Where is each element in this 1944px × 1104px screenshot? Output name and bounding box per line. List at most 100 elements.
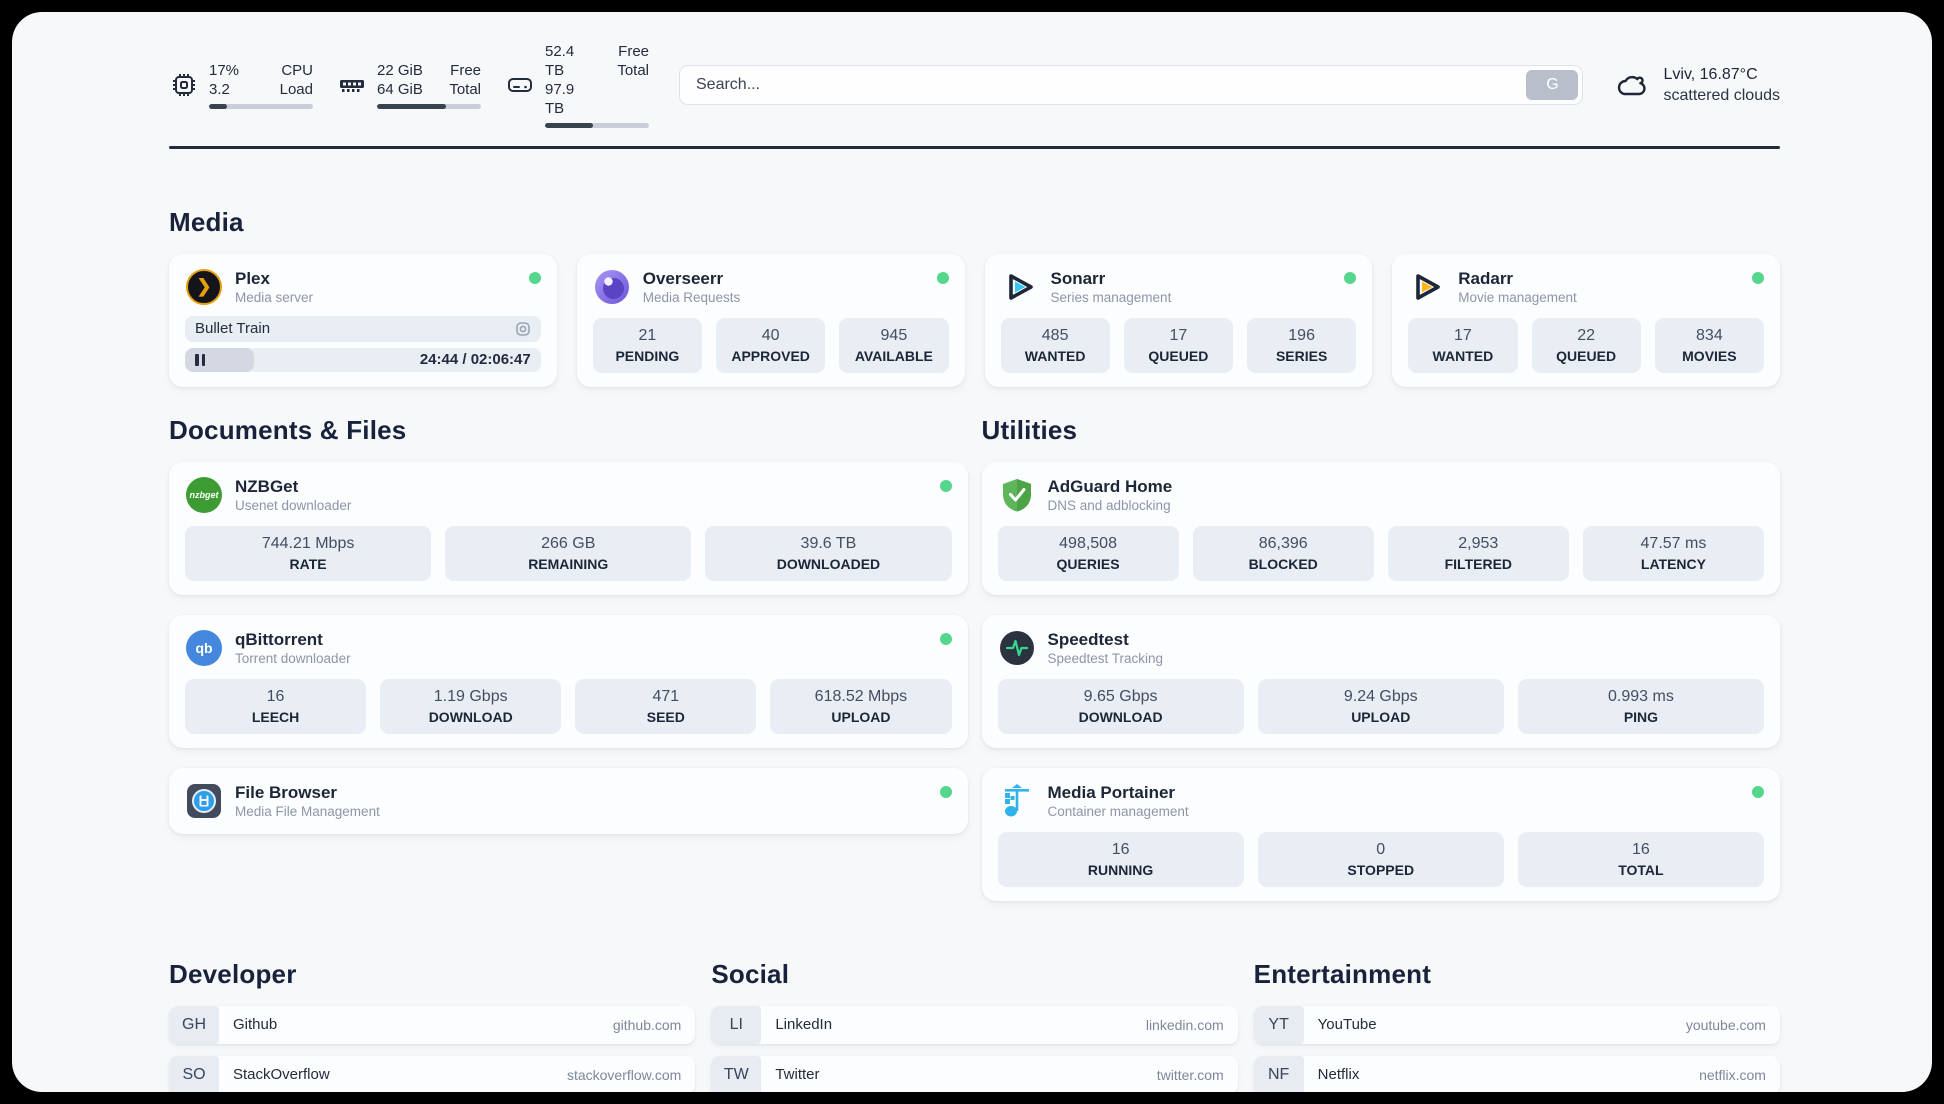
link-row-github[interactable]: GH Github github.com (169, 1005, 696, 1044)
app-subtitle: Series management (1050, 289, 1172, 305)
link-abbr: LI (711, 1005, 762, 1044)
ram-free-label: Free (450, 62, 481, 79)
app-subtitle: Speedtest Tracking (1047, 650, 1164, 666)
app-subtitle: Usenet downloader (235, 497, 352, 513)
portainer-icon (998, 782, 1036, 820)
section-social: Social LI LinkedIn linkedin.com TW Twitt… (711, 959, 1238, 1092)
speedtest-icon (998, 629, 1036, 667)
section-documents: Documents & Files nzbget NZBGet Usenet d… (169, 415, 968, 921)
link-url: youtube.com (1685, 1016, 1766, 1033)
radarr-icon (1408, 268, 1446, 306)
link-row-linkedin[interactable]: LI LinkedIn linkedin.com (711, 1005, 1238, 1044)
app-name: Radarr (1458, 268, 1514, 288)
search-bar: G (679, 65, 1584, 105)
status-online-dot (1752, 785, 1764, 798)
stat-box: 485 WANTED (1000, 317, 1110, 373)
filebrowser-app-link[interactable]: File Browser Media File Management (185, 782, 952, 820)
stat-box: 945 AVAILABLE (839, 317, 949, 373)
link-name: Github (233, 1016, 278, 1033)
now-playing-row: Bullet Train (185, 315, 541, 342)
sonarr-icon (1001, 268, 1039, 306)
weather-widget: Lviv, 16.87°C scattered clouds (1613, 64, 1780, 106)
disk-total-value: 97.9 TB (545, 81, 575, 117)
sonarr-card: Sonarr Series management 485 WANTED 17 Q… (984, 253, 1373, 387)
radarr-card: Radarr Movie management 17 WANTED 22 QUE… (1392, 253, 1780, 387)
link-abbr: GH (169, 1005, 219, 1044)
cloud-icon (1613, 68, 1651, 102)
plex-icon: ❯ (185, 268, 223, 306)
playback-time: 24:44 / 02:06:47 (419, 351, 531, 368)
stat-box: 16 TOTAL (1517, 831, 1765, 887)
link-url: linkedin.com (1145, 1016, 1224, 1033)
link-name: Netflix (1317, 1066, 1360, 1083)
link-name: YouTube (1317, 1016, 1377, 1033)
adguard-app-link[interactable]: AdGuard Home DNS and adblocking (998, 476, 1765, 514)
app-subtitle: Torrent downloader (235, 650, 351, 666)
adguard-icon (998, 476, 1036, 514)
plex-app-link[interactable]: ❯ Plex Media server (185, 268, 541, 306)
link-row-stackoverflow[interactable]: SO StackOverflow stackoverflow.com (169, 1055, 696, 1092)
media-section-title: Media (169, 206, 244, 237)
header-bar: 17% 3.2 CPU Load (169, 42, 1780, 128)
stat-box: 17 WANTED (1408, 317, 1518, 373)
stat-box: 9.65 Gbps DOWNLOAD (997, 678, 1244, 734)
overseerr-card: Overseerr Media Requests 21 PENDING 40 A… (576, 253, 965, 387)
link-row-youtube[interactable]: YT YouTube youtube.com (1253, 1005, 1780, 1044)
app-name: NZBGet (235, 476, 299, 496)
nzbget-card: nzbget NZBGet Usenet downloader 744.21 M… (169, 461, 968, 595)
overseerr-app-link[interactable]: Overseerr Media Requests (593, 268, 949, 306)
documents-section-title: Documents & Files (169, 414, 407, 445)
disk-icon (505, 70, 535, 100)
search-input[interactable] (679, 65, 1584, 105)
cpu-load-label: Load (279, 81, 313, 98)
stat-box: 471 SEED (575, 678, 757, 734)
stat-box: 22 QUEUED (1531, 317, 1641, 373)
app-subtitle: Media Requests (642, 289, 741, 305)
cpu-progress-bar (209, 104, 313, 109)
app-name: Speedtest (1047, 629, 1129, 649)
link-name: StackOverflow (233, 1066, 330, 1083)
qbittorrent-app-link[interactable]: qb qBittorrent Torrent downloader (185, 629, 952, 667)
app-name: File Browser (235, 782, 338, 802)
ram-icon (337, 70, 367, 100)
portainer-card: Media Portainer Container management 16 … (981, 767, 1780, 901)
stat-box: 834 MOVIES (1654, 317, 1764, 373)
stat-box: 47.57 ms LATENCY (1582, 525, 1764, 581)
ram-free-value: 22 GiB (377, 62, 423, 79)
status-online-dot (939, 632, 952, 645)
link-url: netflix.com (1699, 1066, 1766, 1083)
playback-progress: 24:44 / 02:06:47 (185, 347, 541, 372)
session-icon (515, 321, 531, 337)
status-online-dot (1344, 271, 1357, 284)
link-abbr: NF (1253, 1055, 1304, 1092)
portainer-app-link[interactable]: Media Portainer Container management (998, 782, 1764, 820)
disk-progress-bar (545, 123, 649, 128)
speedtest-app-link[interactable]: Speedtest Speedtest Tracking (998, 629, 1765, 667)
cpu-icon (169, 70, 199, 100)
link-url: twitter.com (1156, 1066, 1224, 1083)
stat-box: 16 RUNNING (997, 831, 1244, 887)
stat-box: 16 LEECH (185, 678, 367, 734)
developer-section-title: Developer (169, 958, 297, 989)
link-name: Twitter (775, 1066, 820, 1083)
link-abbr: TW (711, 1055, 762, 1092)
link-row-twitter[interactable]: TW Twitter twitter.com (711, 1055, 1238, 1092)
header-divider (169, 146, 1780, 149)
sonarr-app-link[interactable]: Sonarr Series management (1001, 268, 1357, 306)
filebrowser-icon (185, 782, 223, 820)
radarr-app-link[interactable]: Radarr Movie management (1408, 268, 1764, 306)
stat-box: 0 STOPPED (1257, 831, 1504, 887)
app-subtitle: Container management (1047, 803, 1189, 819)
nzbget-app-link[interactable]: nzbget NZBGet Usenet downloader (185, 476, 952, 514)
stat-box: 618.52 Mbps UPLOAD (770, 678, 952, 734)
search-engine-button[interactable]: G (1526, 70, 1579, 100)
stat-box: 196 SERIES (1247, 317, 1357, 373)
status-online-dot (936, 271, 949, 284)
stat-box: 1.19 Gbps DOWNLOAD (380, 678, 562, 734)
cpu-load-value: 3.2 (209, 81, 230, 98)
utilities-section-title: Utilities (981, 414, 1078, 445)
app-subtitle: DNS and adblocking (1047, 497, 1171, 513)
weather-condition: scattered clouds (1663, 87, 1780, 104)
ram-total-label: Total (449, 81, 481, 98)
link-row-netflix[interactable]: NF Netflix netflix.com (1253, 1055, 1780, 1092)
